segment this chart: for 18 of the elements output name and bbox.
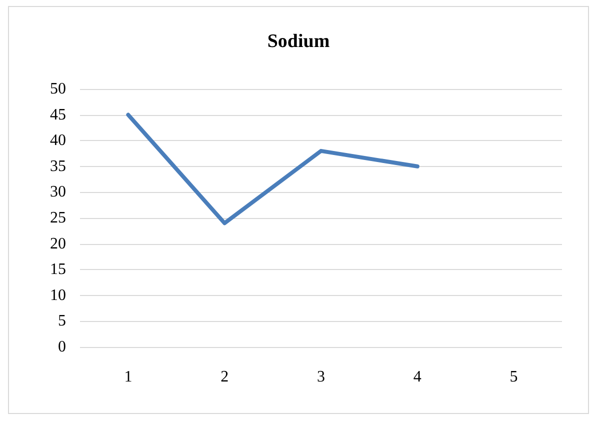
y-tick-label: 15 bbox=[50, 261, 66, 278]
y-tick-label: 0 bbox=[58, 338, 66, 356]
y-tick-label: 40 bbox=[50, 132, 66, 150]
y-tick-label: 45 bbox=[50, 106, 66, 124]
y-tick-label: 25 bbox=[50, 210, 66, 226]
x-tick-label: 4 bbox=[413, 368, 422, 386]
y-tick-label: 20 bbox=[50, 235, 66, 252]
x-tick-label: 3 bbox=[317, 368, 325, 386]
y-tick-label: 5 bbox=[58, 312, 66, 330]
x-tick-label: 2 bbox=[220, 368, 229, 386]
y-tick-label: 35 bbox=[50, 158, 66, 175]
y-tick-label: 10 bbox=[50, 286, 66, 304]
y-tick-label: 50 bbox=[50, 80, 66, 98]
y-tick-label: 30 bbox=[50, 184, 66, 201]
x-tick-label: 1 bbox=[124, 368, 132, 386]
chart-title: Sodium bbox=[267, 31, 330, 52]
x-tick-label: 5 bbox=[510, 368, 518, 386]
line-series bbox=[126, 112, 420, 226]
